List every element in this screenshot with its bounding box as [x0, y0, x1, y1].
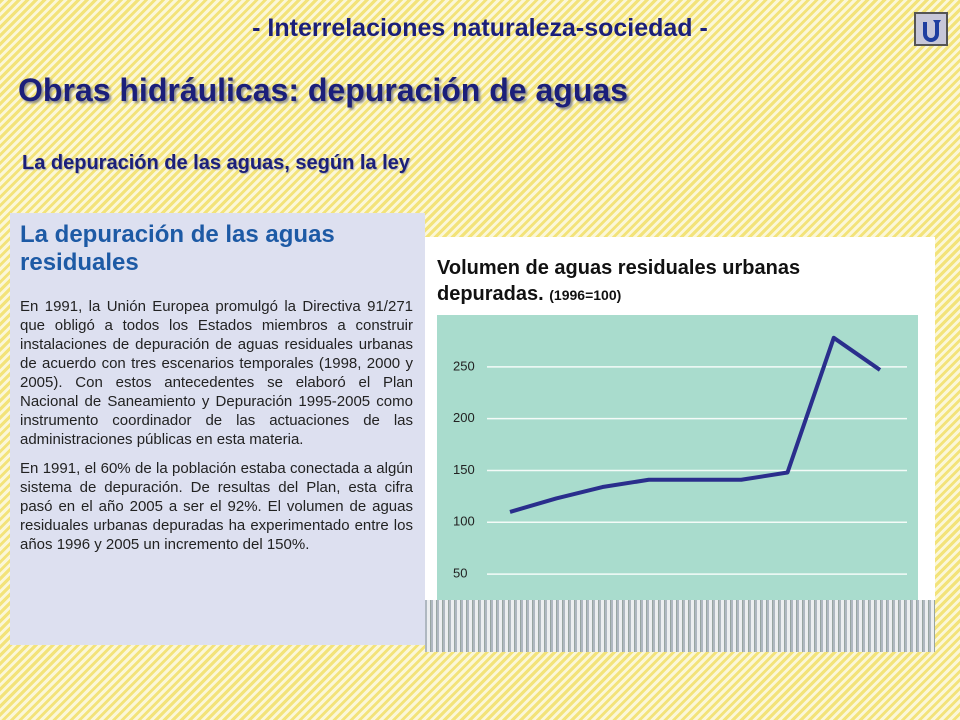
y-tick-label: 200: [453, 410, 475, 425]
y-tick-label: 50: [453, 566, 467, 581]
chart-subtitle: (1996=100): [549, 287, 622, 303]
y-tick-label: 250: [453, 358, 475, 373]
garbled-axis: [425, 600, 935, 652]
chart-panel: Volumen de aguas residuales urbanas depu…: [425, 237, 935, 652]
chart-title-block: Volumen de aguas residuales urbanas depu…: [437, 255, 877, 308]
panel-heading: La depuración de las aguas residuales: [20, 221, 335, 276]
back-icon: [923, 20, 941, 42]
text-panel: La depuración de las aguas residuales En…: [10, 213, 425, 645]
header-title: - Interrelaciones naturaleza-sociedad -: [252, 14, 708, 42]
y-tick-label: 100: [453, 514, 475, 529]
plot-area: [437, 315, 918, 600]
slide-subtitle: La depuración de las aguas, según la ley: [22, 152, 410, 174]
paragraph: En 1991, la Unión Europea promulgó la Di…: [20, 298, 413, 448]
back-button[interactable]: [914, 12, 948, 46]
chart: 50 100 150 200 250: [437, 315, 918, 600]
line-series: [509, 335, 882, 514]
paragraph: En 1991, el 60% de la población estaba c…: [20, 460, 413, 553]
y-tick-label: 150: [453, 462, 475, 477]
slide-title: Obras hidráulicas: depuración de aguas: [18, 72, 628, 108]
chart-title: Volumen de aguas residuales urbanas depu…: [437, 257, 801, 305]
